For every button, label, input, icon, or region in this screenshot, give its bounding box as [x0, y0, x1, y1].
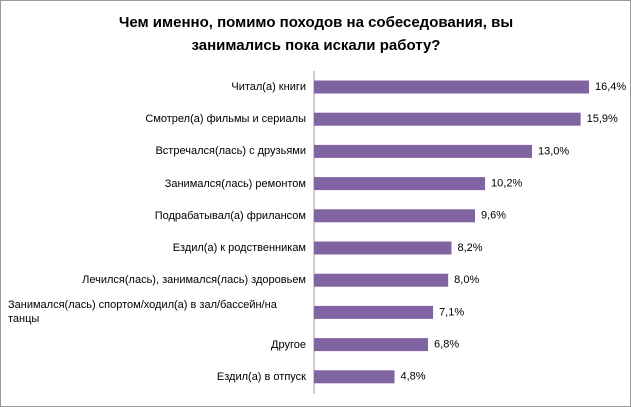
category-label: Другое [271, 338, 306, 351]
bar [314, 144, 533, 158]
chart-title: Чем именно, помимо походов на собеседова… [118, 14, 514, 54]
bar [314, 338, 429, 352]
value-label: 15,9% [587, 113, 618, 125]
value-label: 7,1% [439, 306, 464, 318]
value-label: 13,0% [538, 145, 569, 157]
bar [314, 209, 475, 223]
bar [314, 370, 395, 384]
category-label: Занимался(лась) ремонтом [164, 177, 306, 190]
bar [314, 112, 581, 126]
category-label: Встречался(лась) с друзьями [155, 145, 306, 158]
category-label: Занимался(лась) спортом/ходил(а) в зал/б… [8, 299, 277, 326]
bar [314, 273, 449, 287]
category-label: Ездил(а) в отпуск [216, 370, 306, 383]
category-label: Ездил(а) к родственникам [172, 242, 306, 254]
bar [314, 241, 452, 255]
bar [314, 177, 486, 191]
category-label: Читал(а) книги [231, 81, 306, 93]
value-label: 8,2% [458, 242, 483, 254]
value-label: 4,8% [400, 371, 425, 383]
value-label: 10,2% [491, 178, 522, 190]
bar [314, 305, 434, 319]
category-label: Смотрел(а) фильмы и сериалы [145, 113, 306, 126]
bar [314, 80, 590, 94]
value-label: 9,6% [481, 210, 506, 222]
category-label: Лечился(лась), занимался(лась) здоровьем [82, 274, 306, 287]
value-label: 8,0% [454, 274, 479, 286]
value-label: 6,8% [434, 339, 459, 351]
value-label: 16,4% [595, 81, 626, 93]
category-label: Подрабатывал(а) фрилансом [154, 209, 306, 222]
